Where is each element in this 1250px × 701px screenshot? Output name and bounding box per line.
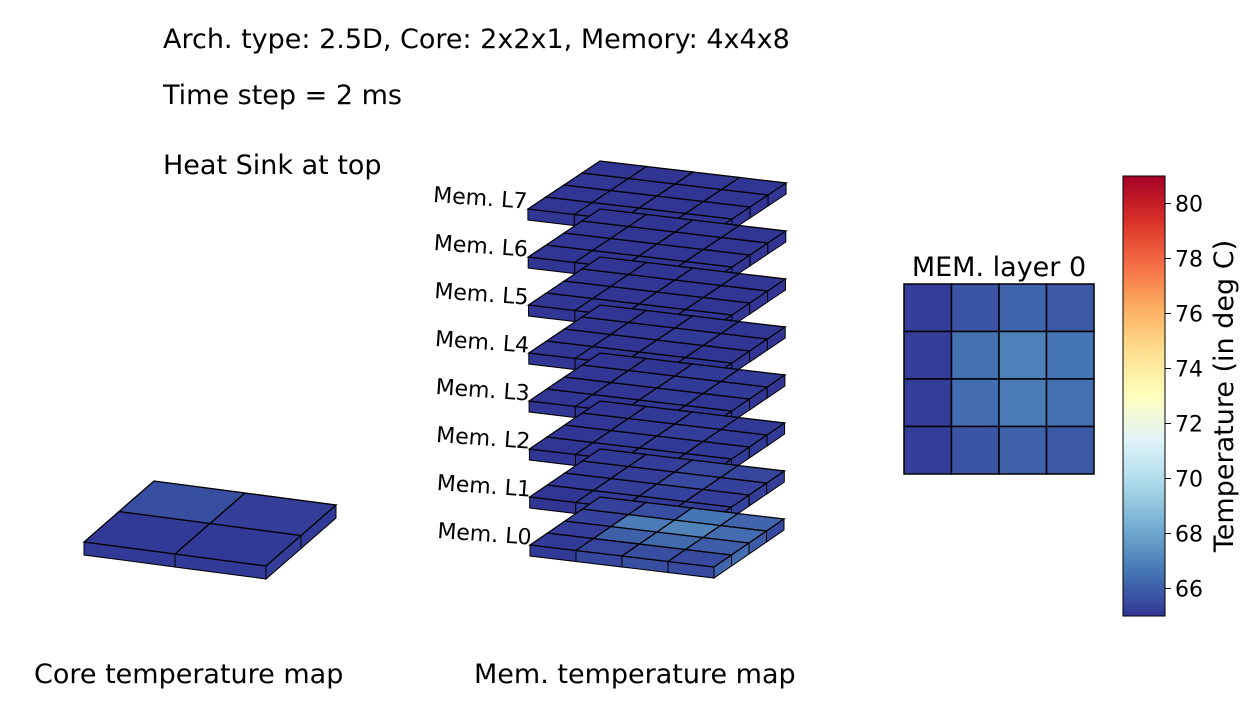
- heatmap-cell: [998, 378, 1048, 428]
- colorbar-tick-label: 80: [1175, 193, 1203, 218]
- colorbar-gradient: [1122, 175, 1166, 617]
- heatmap-cell: [950, 425, 1000, 475]
- heatmap-cell: [950, 378, 1000, 428]
- core-cell: [719, 176, 788, 196]
- core-cell: [718, 464, 787, 484]
- colorbar-tick-label: 78: [1175, 248, 1203, 273]
- heatmap-cell: [998, 425, 1048, 475]
- heatmap-cell: [950, 283, 1000, 333]
- colorbar-tick-label: 76: [1175, 303, 1203, 328]
- mem-layer-heatmap: MEM. layer 0: [903, 252, 1095, 475]
- core-cell: [208, 492, 338, 537]
- heat-sink-text: Heat Sink at top: [163, 150, 382, 181]
- colorbar-tick-label: 68: [1175, 523, 1203, 548]
- temperature-colorbar: Temperature (in deg C) 66 68 70 72 74 76 78 80: [1122, 175, 1240, 617]
- mem-temperature-stack: Mem. L7 Mem. L6 Mem. L5 Mem. L4 Mem. L3 Mem. …: [432, 160, 788, 579]
- core-cell: [719, 224, 788, 244]
- heatmap-cell: [998, 283, 1048, 333]
- mem-layer-3: Mem. L3: [435, 352, 787, 435]
- mem-layer-title: MEM. layer 0: [912, 252, 1086, 283]
- heatmap-cell: [1045, 283, 1095, 333]
- heatmap-cell: [998, 330, 1048, 380]
- colorbar-tick-label: 70: [1175, 468, 1203, 493]
- heatmap-cell: [1045, 425, 1095, 475]
- mem-layer-label: Mem. L0: [437, 519, 533, 551]
- mem-layer-label: Mem. L3: [435, 375, 531, 407]
- core-cell: [718, 512, 786, 532]
- core-cell: [719, 320, 788, 340]
- heatmap-cell: [903, 378, 953, 428]
- heatmap-cell: [1045, 330, 1095, 380]
- mem-layer-label: Mem. L7: [432, 183, 528, 215]
- core-cell: [719, 368, 787, 388]
- mem-layer-label: Mem. L4: [434, 327, 530, 359]
- mem-layer-label: Mem. L5: [434, 279, 530, 311]
- colorbar-tick-label: 74: [1175, 358, 1203, 383]
- arch-type-text: Arch. type: 2.5D, Core: 2x2x1, Memory: 4…: [163, 24, 790, 55]
- colorbar-tick-label: 66: [1175, 578, 1203, 603]
- mem-map-caption: Mem. temperature map: [474, 659, 796, 690]
- heatmap-cell: [950, 330, 1000, 380]
- core-cell: [719, 272, 788, 292]
- core-map-caption: Core temperature map: [34, 659, 344, 690]
- mem-layer-label: Mem. L1: [436, 471, 532, 503]
- heatmap-cell: [903, 283, 953, 333]
- mem-layer-label: Mem. L2: [435, 423, 531, 455]
- heatmap-cell: [903, 330, 953, 380]
- core-temperature-slab: [82, 480, 338, 581]
- heatmap-cell: [1045, 378, 1095, 428]
- core-cell: [718, 416, 787, 436]
- colorbar-label: Temperature (in deg C): [1209, 240, 1240, 553]
- heatmap-cell: [903, 425, 953, 475]
- colorbar-tick-label: 72: [1175, 413, 1203, 438]
- mem-layer-label: Mem. L6: [433, 231, 529, 263]
- time-step-text: Time step = 2 ms: [163, 80, 402, 111]
- mem-layer-0: Mem. L0: [437, 496, 786, 579]
